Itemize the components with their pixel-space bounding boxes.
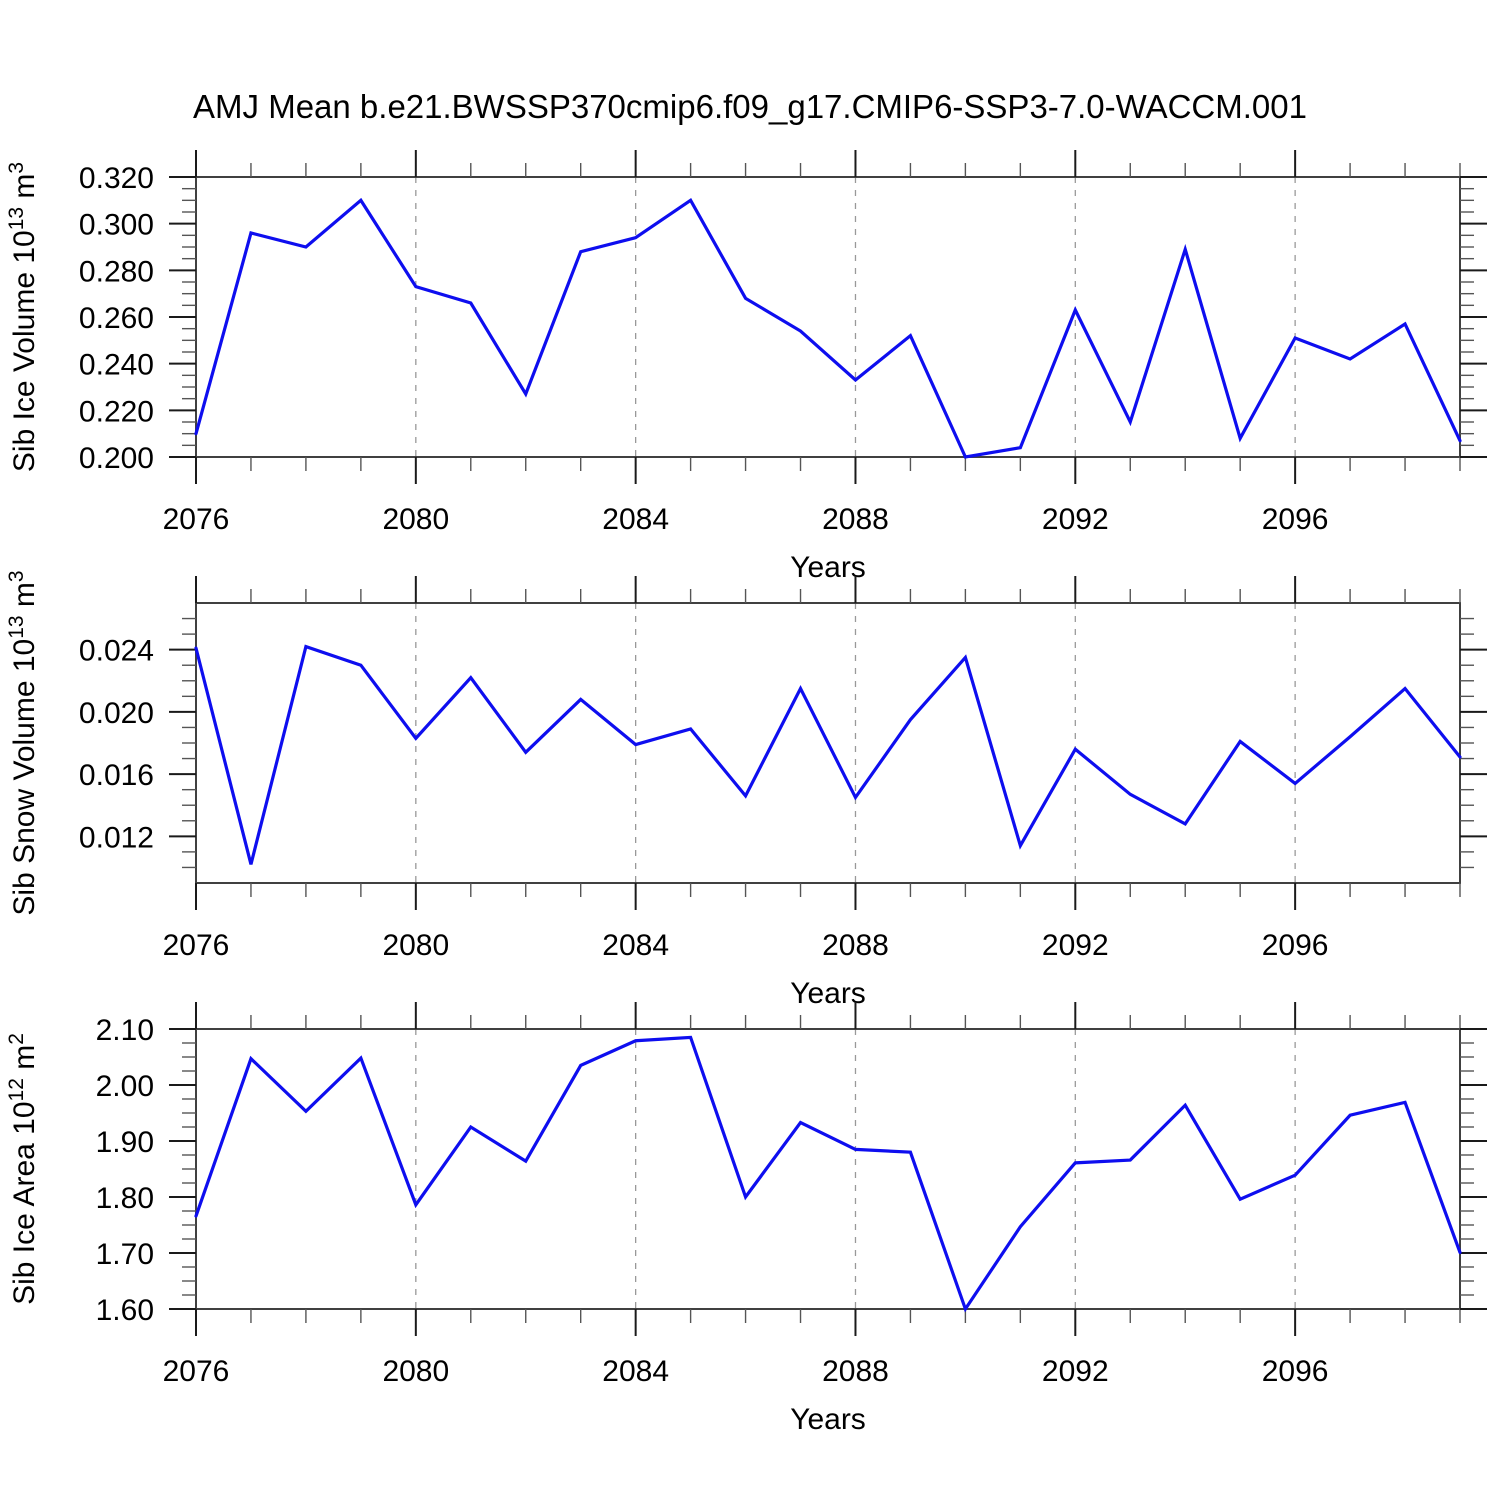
x-tick-label: 2096 [1262,1355,1329,1388]
y-tick-label: 2.00 [96,1070,154,1103]
y-tick-label: 1.60 [96,1294,154,1327]
x-tick-label: 2080 [382,1355,449,1388]
x-axis-snow-volume: 2076 2080 2084 2088 2092 2096 Years [163,576,1461,1010]
x-axis-title: Years [790,1403,866,1436]
y-tick-label: 1.80 [96,1182,154,1215]
x-axis-ice-area: 2076 2080 2084 2088 2092 2096 Years [163,1002,1461,1436]
data-line-ice-volume [194,197,1462,459]
x-tick-label: 2080 [382,929,449,962]
y-tick-label: 0.220 [79,395,154,428]
x-tick-label: 2092 [1042,503,1109,536]
x-tick-label: 2084 [602,1355,669,1388]
y-axis-title: Sib Ice Area 1012 m2 [5,1033,41,1305]
y-tick-label: 1.90 [96,1126,154,1159]
chart-title: AMJ Mean b.e21.BWSSP370cmip6.f09_g17.CMI… [193,88,1307,125]
x-tick-label: 2092 [1042,1355,1109,1388]
panel-ice-area: 2076 2080 2084 2088 2092 2096 Years 1.60 1.70 1.8… [5,1002,1487,1436]
x-tick-label: 2080 [382,503,449,536]
y-axis-title: Sib Ice Volume 1013 m3 [5,162,41,472]
y-tick-label: 0.320 [79,162,154,195]
y-tick-label: 0.016 [79,759,154,792]
x-tick-label: 2096 [1262,929,1329,962]
y-tick-label: 0.012 [79,821,154,854]
y-tick-label: 0.300 [79,209,154,242]
x-axis-title: Years [790,977,866,1010]
panel-snow-volume: 2076 2080 2084 2088 2092 2096Years0.0120.0160… [5,570,1487,1010]
y-axis-snow-volume: 0.012 0.016 0.020 0.024 [79,617,1487,869]
y-axis-ice-area: 1.60 1.70 1.80 1.90 2.00 2.10 [96,1014,1487,1327]
y-tick-label: 0.260 [79,302,154,335]
x-tick-label: 2076 [163,503,230,536]
x-tick-label: 2092 [1042,929,1109,962]
x-tick-label: 2088 [822,503,889,536]
x-tick-label: 2084 [602,929,669,962]
y-axis-ice-volume: 0.200 0.220 0.240 0.260 0.280 0.300 0.320 [79,162,1487,475]
x-tick-label: 2076 [163,929,230,962]
y-tick-label: 0.020 [79,697,154,730]
y-tick-label: 2.10 [96,1014,154,1047]
y-axis-title: Sib Snow Volume 1013 m3 [5,570,41,915]
data-line-ice-area [194,1035,1462,1313]
x-axis-title: Years [790,551,866,584]
y-tick-label: 0.200 [79,442,154,475]
plot-frame [195,1028,1461,1310]
y-tick-label: 0.280 [79,255,154,288]
x-tick-label: 2096 [1262,503,1329,536]
y-tick-label: 1.70 [96,1238,154,1271]
data-line-snow-volume [194,644,1462,865]
panel-ice-volume: 2076 2080 2084 2088 2092 2096Years0.2000.2200… [5,150,1487,584]
x-tick-label: 2088 [822,1355,889,1388]
plot-frame [195,176,1461,458]
y-tick-label: 0.024 [79,635,154,668]
x-tick-label: 2088 [822,929,889,962]
x-axis-ice-volume: 2076 2080 2084 2088 2092 2096 Years [163,150,1461,584]
x-tick-label: 2084 [602,503,669,536]
y-tick-label: 0.240 [79,349,154,382]
x-tick-label: 2076 [163,1355,230,1388]
